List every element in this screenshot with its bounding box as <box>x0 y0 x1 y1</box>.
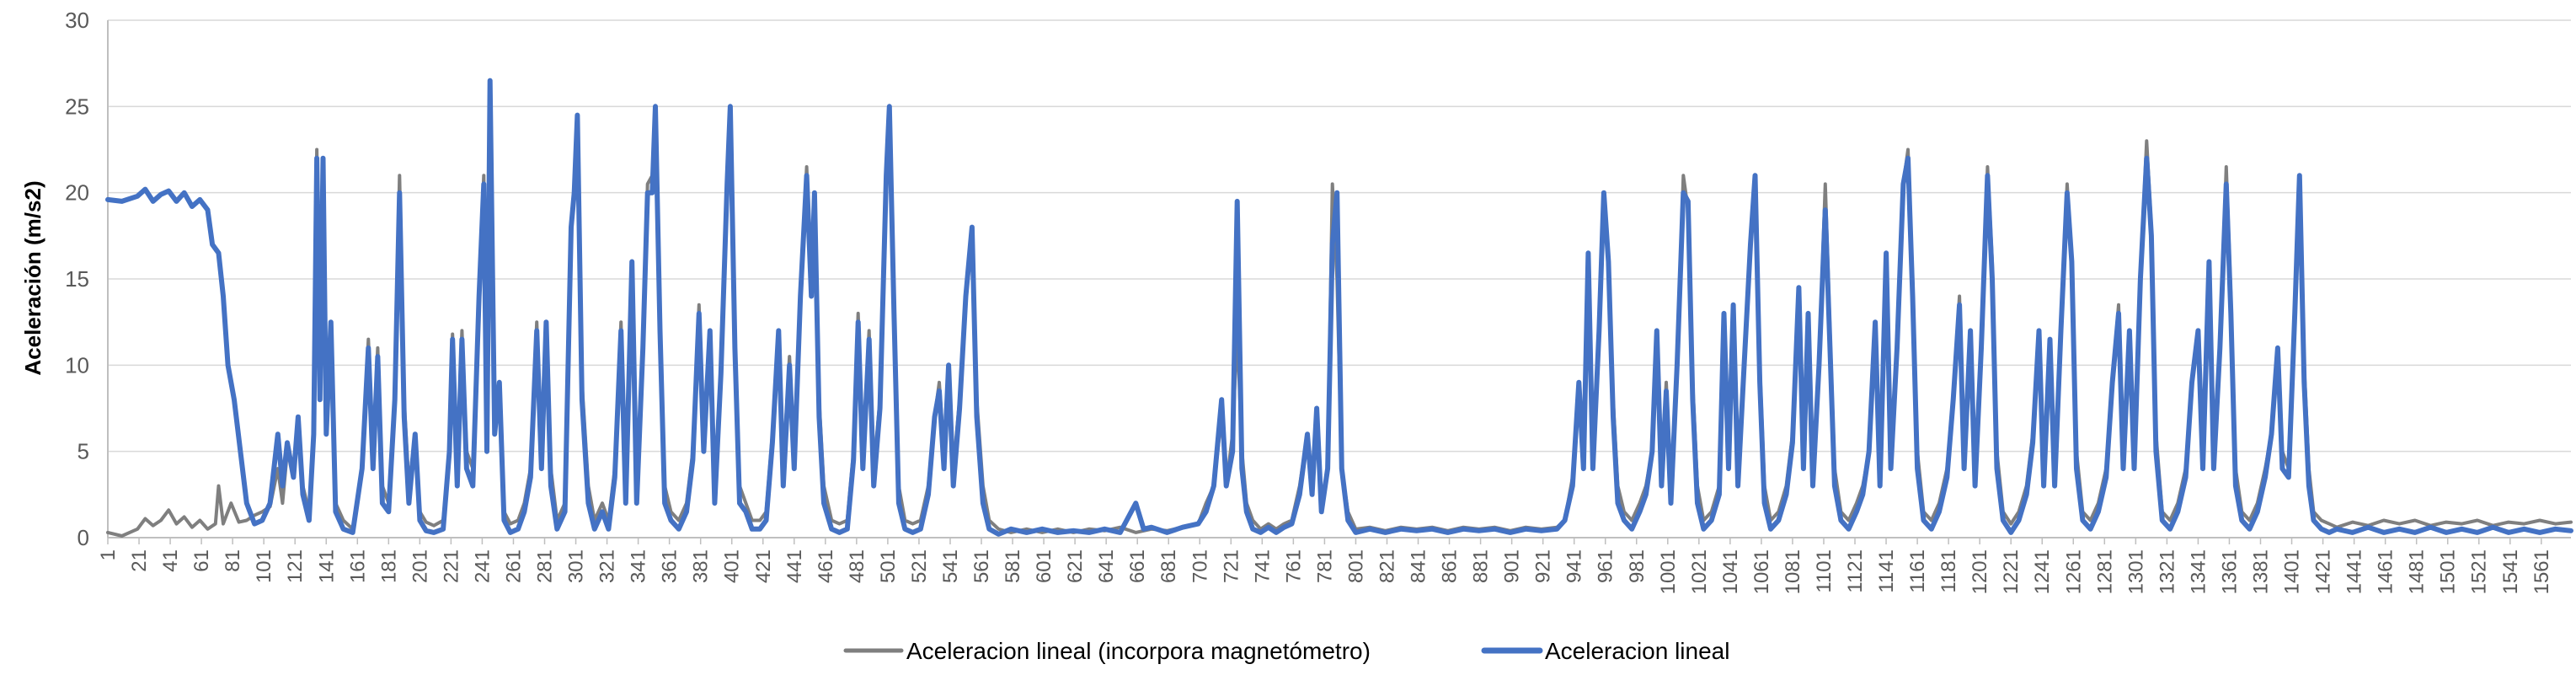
x-tick-label: 1041 <box>1719 549 1742 594</box>
x-tick-label: 1261 <box>2062 549 2085 594</box>
x-tick-label: 281 <box>534 549 557 583</box>
x-tick-label: 241 <box>471 549 494 583</box>
x-tick-label: 721 <box>1220 549 1243 583</box>
y-tick-labels: 0 5 10 15 20 25 30 <box>65 8 89 550</box>
x-tick-label: 681 <box>1157 549 1180 583</box>
x-tick-label: 581 <box>1002 549 1024 583</box>
x-tick-label: 341 <box>628 549 650 583</box>
x-tick-label: 501 <box>877 549 900 583</box>
x-tick-label: 181 <box>377 549 400 583</box>
x-tick-label: 1141 <box>1875 549 1898 593</box>
x-tick-label: 1081 <box>1782 549 1804 594</box>
x-tick-label: 1021 <box>1688 549 1711 594</box>
x-tick-label: 1321 <box>2156 549 2178 594</box>
x-tick-label: 301 <box>565 549 588 583</box>
x-tick-label: 841 <box>1408 549 1430 583</box>
x-tick-label: 261 <box>502 549 525 583</box>
y-tick-label: 0 <box>77 525 89 550</box>
x-tick-label: 461 <box>815 549 837 583</box>
x-tick-label: 1381 <box>2249 549 2272 594</box>
x-tick-labels: 1 21 41 61 81 101 121 141 161 181 201 221 241 261 281 3… <box>97 549 2553 594</box>
x-tick-label: 421 <box>752 549 775 583</box>
x-tick-label: 1561 <box>2531 549 2553 594</box>
x-tick-label: 661 <box>1126 549 1149 583</box>
x-tick-label: 21 <box>128 549 151 572</box>
x-tick-label: 521 <box>908 549 931 583</box>
x-tick-label: 321 <box>596 549 619 583</box>
x-tick-label: 981 <box>1626 549 1649 583</box>
x-tick-label: 761 <box>1282 549 1305 583</box>
y-tick-label: 20 <box>65 180 89 206</box>
x-tick-label: 641 <box>1095 549 1118 583</box>
x-tick-label: 901 <box>1501 549 1524 583</box>
series-line-linear <box>105 78 2573 537</box>
x-tick-label: 481 <box>846 549 868 583</box>
legend-label: Aceleracion lineal <box>1545 638 1729 664</box>
x-tick-label: 381 <box>690 549 713 583</box>
y-tick-label: 30 <box>65 8 89 33</box>
x-tick-label: 401 <box>721 549 744 583</box>
x-tick-label: 1061 <box>1750 549 1773 594</box>
x-tick-label: 101 <box>253 549 275 583</box>
x-tick-label: 1341 <box>2187 549 2210 594</box>
x-tick-label: 121 <box>284 549 307 583</box>
axes <box>107 20 2571 544</box>
x-tick-label: 41 <box>159 549 182 572</box>
legend: Aceleracion lineal (incorpora magnetómet… <box>843 638 1729 664</box>
x-tick-label: 1541 <box>2499 549 2522 594</box>
x-tick-label: 601 <box>1033 549 1056 583</box>
x-tick-label: 1301 <box>2124 549 2147 594</box>
y-tick-label: 10 <box>65 352 89 378</box>
x-tick-label: 1481 <box>2406 549 2429 594</box>
x-tick-label: 961 <box>1595 549 1617 583</box>
x-tick-label: 361 <box>659 549 681 583</box>
x-tick-label: 1 <box>97 549 120 560</box>
x-tick-label: 561 <box>970 549 993 583</box>
y-axis-title: Aceleración (m/s2) <box>20 180 45 375</box>
x-tick-label: 221 <box>440 549 462 583</box>
x-tick-label: 1181 <box>1937 549 1960 593</box>
x-tick-label: 1161 <box>1906 549 1929 593</box>
x-tick-label: 1361 <box>2218 549 2241 594</box>
x-tick-label: 621 <box>1064 549 1087 583</box>
x-tick-label: 921 <box>1532 549 1555 583</box>
x-tick-label: 81 <box>222 549 244 572</box>
x-tick-label: 1121 <box>1844 549 1867 593</box>
x-tick-label: 1241 <box>2031 549 2054 594</box>
x-tick-label: 1461 <box>2375 549 2397 594</box>
x-tick-label: 1501 <box>2437 549 2460 594</box>
x-tick-label: 741 <box>1251 549 1274 583</box>
x-tick-label: 61 <box>190 549 213 572</box>
x-tick-label: 1001 <box>1657 549 1680 594</box>
y-tick-label: 15 <box>65 266 89 292</box>
legend-label: Aceleracion lineal (incorpora magnetómet… <box>906 638 1371 664</box>
x-tick-label: 161 <box>346 549 369 583</box>
x-tick-label: 821 <box>1376 549 1398 583</box>
y-tick-label: 5 <box>77 439 89 464</box>
x-tick-label: 1401 <box>2281 549 2304 594</box>
y-tick-label: 25 <box>65 94 89 119</box>
x-tick-label: 1521 <box>2468 549 2491 594</box>
x-tick-label: 941 <box>1563 549 1586 583</box>
x-tick-label: 801 <box>1344 549 1367 583</box>
series-lines <box>105 78 2573 538</box>
x-tick-label: 1201 <box>1969 549 1991 594</box>
x-tick-label: 441 <box>783 549 806 583</box>
x-tick-label: 881 <box>1470 549 1493 583</box>
x-tick-label: 201 <box>409 549 431 583</box>
x-tick-label: 861 <box>1439 549 1462 583</box>
x-tick-label: 781 <box>1313 549 1336 583</box>
x-tick-label: 1101 <box>1813 549 1836 593</box>
x-tick-label: 701 <box>1189 549 1211 583</box>
x-tick-label: 541 <box>939 549 962 583</box>
x-tick-label: 1421 <box>2312 549 2335 594</box>
x-tick-label: 141 <box>315 549 338 583</box>
x-tick-label: 1221 <box>2000 549 2023 594</box>
x-tick-label: 1441 <box>2344 549 2366 594</box>
x-tick-label: 1281 <box>2093 549 2116 594</box>
